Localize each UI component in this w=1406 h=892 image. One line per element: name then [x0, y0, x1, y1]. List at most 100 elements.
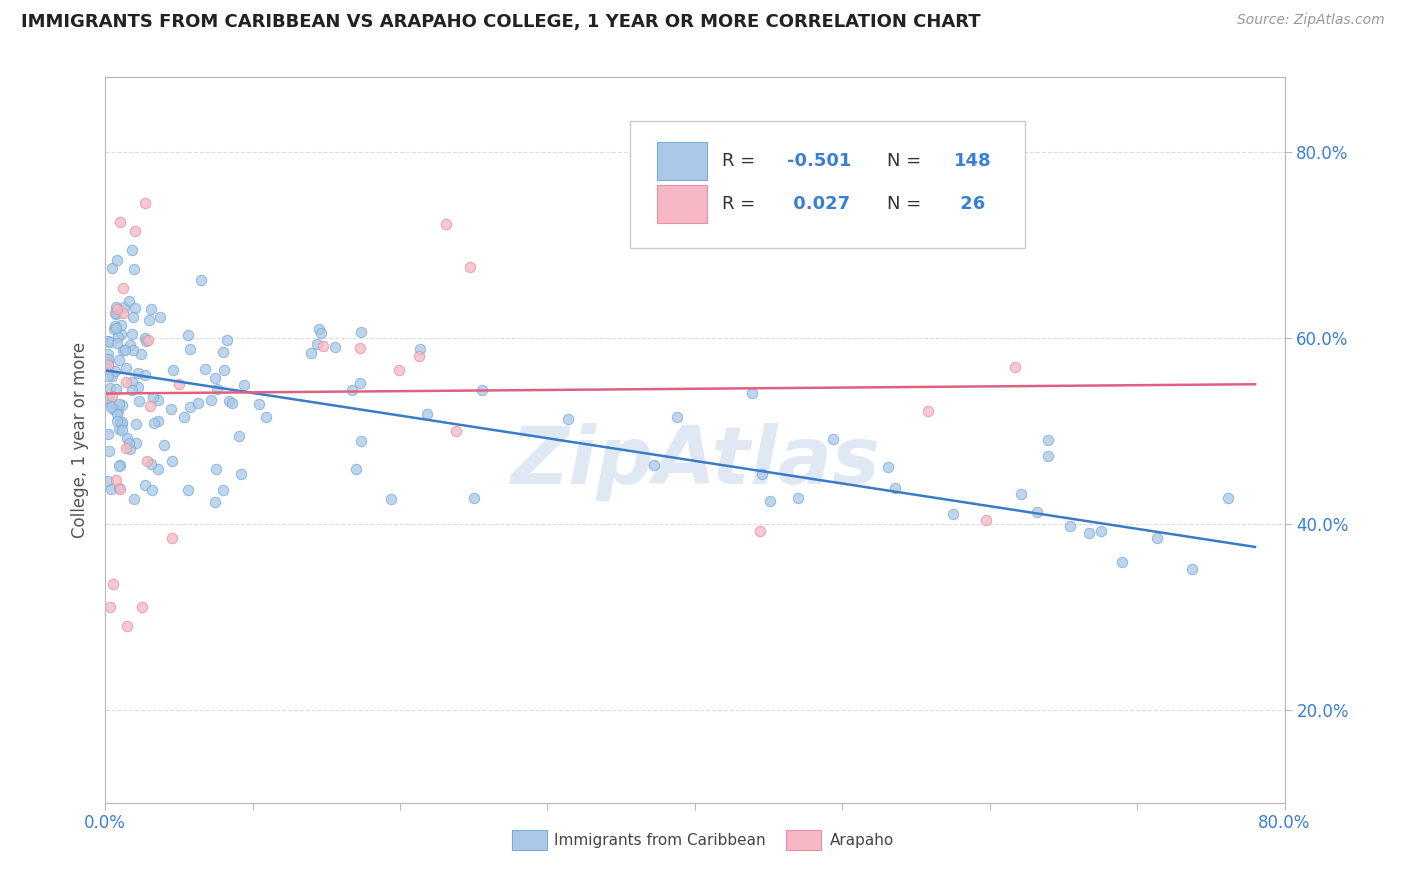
Point: [125, 417, 148, 431]
Point: [112, 300, 135, 314]
Point: [108, 415, 131, 429]
Point: [471, 383, 494, 397]
Point: [138, 313, 160, 327]
Point: [100, 400, 122, 414]
Point: [173, 410, 195, 425]
Point: [121, 310, 143, 324]
Point: [120, 337, 142, 351]
Point: [104, 318, 127, 333]
Point: [108, 458, 131, 473]
Point: [104, 364, 127, 378]
Point: [434, 217, 457, 231]
Point: [107, 352, 129, 367]
Point: [233, 377, 256, 392]
Point: [124, 224, 146, 238]
Point: [221, 396, 243, 410]
Point: [350, 434, 373, 449]
Y-axis label: College, 1 year or more: College, 1 year or more: [72, 342, 89, 538]
Point: [205, 461, 228, 475]
Point: [1077, 525, 1099, 540]
Point: [917, 404, 939, 418]
Point: [101, 368, 124, 383]
Point: [323, 341, 346, 355]
Point: [124, 301, 146, 315]
Point: [105, 300, 128, 314]
Point: [101, 260, 124, 275]
Text: ZipAtlas: ZipAtlas: [510, 423, 880, 500]
Point: [111, 423, 134, 437]
Point: [463, 491, 485, 505]
FancyBboxPatch shape: [657, 142, 707, 179]
Point: [409, 343, 432, 357]
Point: [110, 483, 132, 497]
Point: [127, 380, 149, 394]
Point: [162, 531, 184, 545]
Point: [110, 327, 132, 342]
Point: [107, 459, 129, 474]
Point: [122, 262, 145, 277]
Point: [416, 407, 439, 421]
Point: [204, 495, 226, 509]
FancyBboxPatch shape: [630, 121, 1025, 248]
Point: [786, 491, 808, 505]
Point: [751, 467, 773, 482]
Point: [305, 337, 328, 351]
Point: [1090, 524, 1112, 539]
Point: [1038, 449, 1060, 463]
Point: [131, 600, 153, 615]
Point: [942, 508, 965, 522]
Point: [97, 356, 120, 370]
Point: [1038, 433, 1060, 447]
Point: [883, 481, 905, 495]
Point: [218, 394, 240, 409]
Point: [350, 325, 373, 339]
Point: [139, 458, 162, 472]
Point: [118, 293, 141, 308]
Point: [104, 320, 127, 334]
Point: [128, 394, 150, 409]
Point: [143, 416, 166, 430]
Point: [228, 428, 250, 442]
Point: [666, 409, 689, 424]
Point: [177, 483, 200, 497]
Point: [114, 361, 136, 376]
Point: [111, 343, 134, 358]
Point: [105, 415, 128, 429]
Point: [139, 301, 162, 316]
Point: [134, 368, 156, 383]
Point: [877, 459, 900, 474]
Point: [97, 391, 120, 405]
Point: [160, 454, 183, 468]
Point: [179, 343, 201, 357]
Point: [136, 333, 159, 347]
Point: [160, 402, 183, 417]
Point: [114, 343, 136, 357]
Point: [177, 328, 200, 343]
Text: 0.027: 0.027: [787, 195, 851, 213]
Point: [97, 334, 120, 348]
Text: Arapaho: Arapaho: [830, 832, 894, 847]
Point: [117, 619, 139, 633]
Point: [129, 347, 152, 361]
Point: [121, 327, 143, 342]
Point: [135, 334, 157, 348]
Point: [141, 483, 163, 497]
Point: [125, 435, 148, 450]
Point: [1146, 532, 1168, 546]
Point: [749, 524, 772, 538]
Point: [162, 363, 184, 377]
Point: [821, 432, 844, 446]
Point: [344, 462, 367, 476]
Point: [212, 363, 235, 377]
Point: [98, 381, 121, 395]
Point: [114, 375, 136, 389]
Point: [301, 346, 323, 360]
Point: [974, 513, 997, 527]
Point: [127, 366, 149, 380]
Point: [104, 305, 127, 319]
Point: [97, 352, 120, 367]
Point: [104, 307, 127, 321]
Point: [108, 396, 131, 410]
Point: [759, 493, 782, 508]
Point: [342, 383, 364, 397]
